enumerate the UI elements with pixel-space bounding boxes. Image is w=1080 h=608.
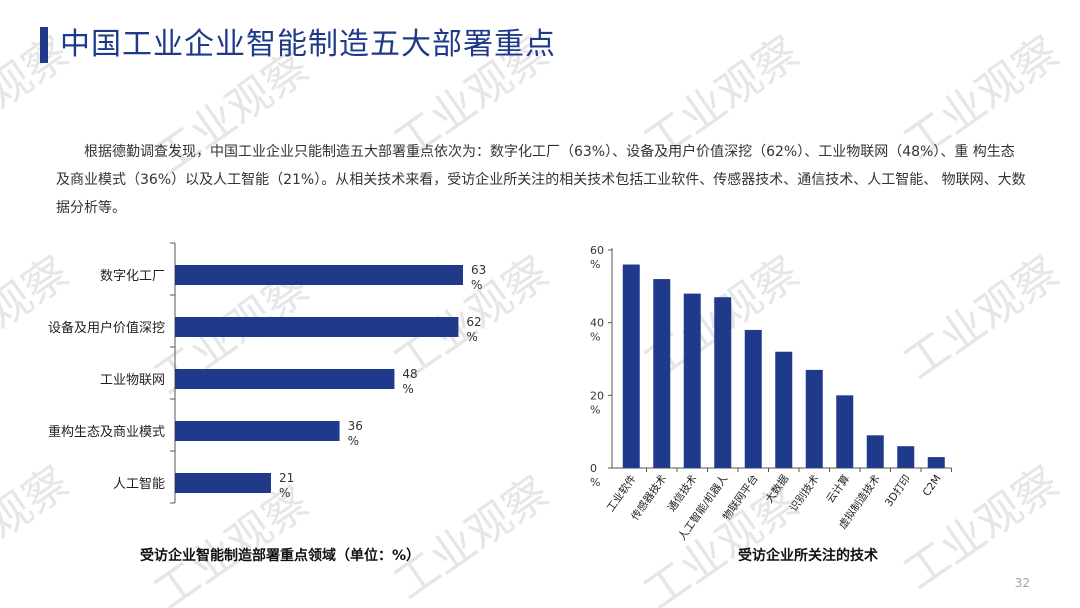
bar	[653, 279, 671, 468]
bar	[805, 369, 823, 468]
bar	[622, 264, 640, 468]
bar	[175, 473, 271, 493]
data-label-unit: %	[466, 330, 477, 344]
x-category-label: C2M	[921, 473, 944, 499]
data-label-value: 63	[471, 263, 486, 277]
bar	[175, 317, 459, 337]
x-category-label: 云计算	[823, 472, 852, 505]
data-label-unit: %	[402, 382, 413, 396]
category-label: 人工智能	[113, 477, 165, 492]
title-accent-bar	[40, 27, 48, 63]
page-title: 中国工业企业智能制造五大部署重点	[60, 27, 556, 62]
x-category-label: 3D打印	[882, 472, 913, 509]
data-label-value: 21	[279, 471, 294, 485]
x-category-label: 识别技术	[787, 472, 822, 514]
category-label: 重构生态及商业模式	[48, 424, 165, 440]
data-label-value: 48	[402, 367, 417, 381]
bar	[897, 446, 915, 468]
bar	[175, 369, 395, 389]
x-category-label: 工业软件	[604, 472, 639, 514]
data-label-unit: %	[471, 278, 482, 292]
bar	[927, 457, 945, 468]
intro-paragraph: 根据德勤调查发现，中国工业企业只能制造五大部署重点依次为：数字化工厂（63%）、…	[56, 144, 1026, 216]
x-category-label: 大数据	[762, 472, 791, 506]
y-tick-label-value: 60	[590, 244, 604, 257]
category-label: 设备及用户价值深挖	[48, 320, 165, 336]
left-chart-caption: 受访企业智能制造部署重点领域（单位：%）	[140, 548, 421, 564]
bar	[714, 297, 732, 468]
y-tick-label-unit: %	[590, 331, 600, 344]
y-tick-label-unit: %	[590, 403, 600, 416]
category-label: 数字化工厂	[100, 269, 165, 284]
data-label-unit: %	[348, 434, 359, 448]
y-tick-label-value: 20	[590, 389, 604, 402]
right-chart-caption: 受访企业所关注的技术	[738, 548, 878, 564]
bar	[175, 265, 463, 285]
y-tick-label-unit: %	[590, 476, 600, 489]
deployment-focus-bar-chart: 数字化工厂 63% 设备及用户价值深挖 62% 工业物联网 48% 重构生态及商业模式 36%…	[48, 242, 486, 504]
bar	[775, 351, 793, 468]
y-tick-label-value: 0	[590, 462, 597, 475]
data-label-value: 62	[466, 315, 481, 329]
y-tick-label-value: 40	[590, 317, 604, 330]
bar	[836, 395, 854, 468]
y-tick-label-unit: %	[590, 258, 600, 271]
bar	[744, 329, 762, 468]
bar	[866, 435, 884, 468]
bar	[175, 421, 340, 441]
bar	[683, 293, 701, 468]
data-label-unit: %	[279, 486, 290, 500]
data-label-value: 36	[348, 419, 363, 433]
category-label: 工业物联网	[100, 373, 165, 388]
page-number: 32	[1014, 576, 1030, 590]
